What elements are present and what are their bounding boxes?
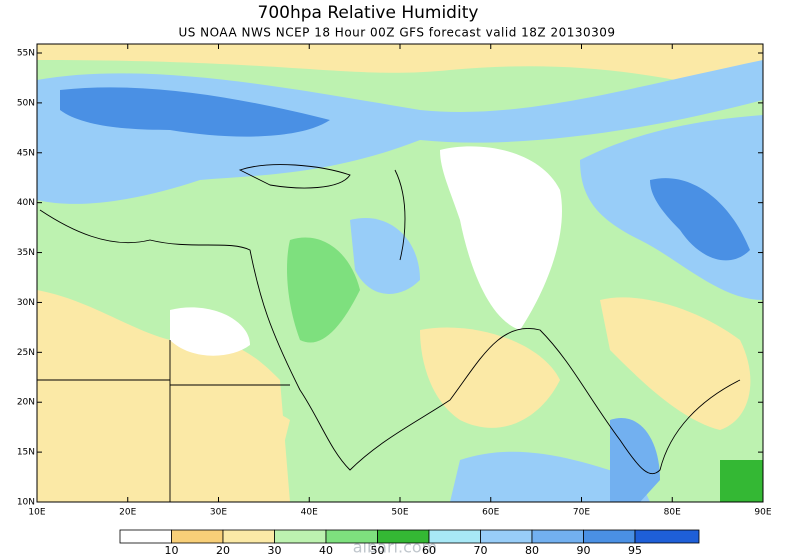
lat-label: 55N <box>17 49 35 59</box>
lon-label: 80E <box>664 508 681 518</box>
lat-label: 20N <box>17 398 35 408</box>
colorbar-box <box>377 529 430 544</box>
colorbar-box <box>531 529 584 544</box>
lat-label: 30N <box>17 298 35 308</box>
colorbar-label: 90 <box>577 544 591 557</box>
colorbar-label: 10 <box>165 544 179 557</box>
colorbar-box <box>222 529 275 544</box>
colorbar-label: 20 <box>216 544 230 557</box>
colorbar-label: 40 <box>319 544 333 557</box>
lat-label: 40N <box>17 198 35 208</box>
lon-label: 40E <box>301 508 318 518</box>
colorbar-box <box>583 529 636 544</box>
colorbar-box <box>274 529 327 544</box>
colorbar-box <box>119 529 172 544</box>
colorbar-box <box>325 529 378 544</box>
colorbar-box <box>480 529 533 544</box>
lon-label: 50E <box>391 508 408 518</box>
colorbar-label: 95 <box>628 544 642 557</box>
colorbar-box <box>634 529 700 544</box>
colorbar-label: 30 <box>268 544 282 557</box>
colorbar-box <box>171 529 224 544</box>
lon-label: 10E <box>28 508 45 518</box>
colorbar-label: 60 <box>422 544 436 557</box>
colorbar-label: 70 <box>474 544 488 557</box>
lat-label: 25N <box>17 348 35 358</box>
lon-label: 90E <box>754 508 771 518</box>
lat-label: 45N <box>17 148 35 158</box>
colorbar-label: 80 <box>525 544 539 557</box>
title: 700hpa Relative Humidity <box>258 3 479 23</box>
subtitle: US NOAA NWS NCEP 18 Hour 00Z GFS forecas… <box>178 26 615 40</box>
lat-label: 50N <box>17 98 35 108</box>
humidity-field <box>37 44 763 502</box>
colorbar-label: 50 <box>371 544 385 557</box>
lon-label: 30E <box>210 508 227 518</box>
lat-label: 10N <box>17 498 35 508</box>
lon-label: 60E <box>482 508 499 518</box>
lon-label: 70E <box>573 508 590 518</box>
lon-label: 20E <box>119 508 136 518</box>
lat-label: 15N <box>17 448 35 458</box>
lat-label: 35N <box>17 248 35 258</box>
colorbar-box <box>428 529 481 544</box>
